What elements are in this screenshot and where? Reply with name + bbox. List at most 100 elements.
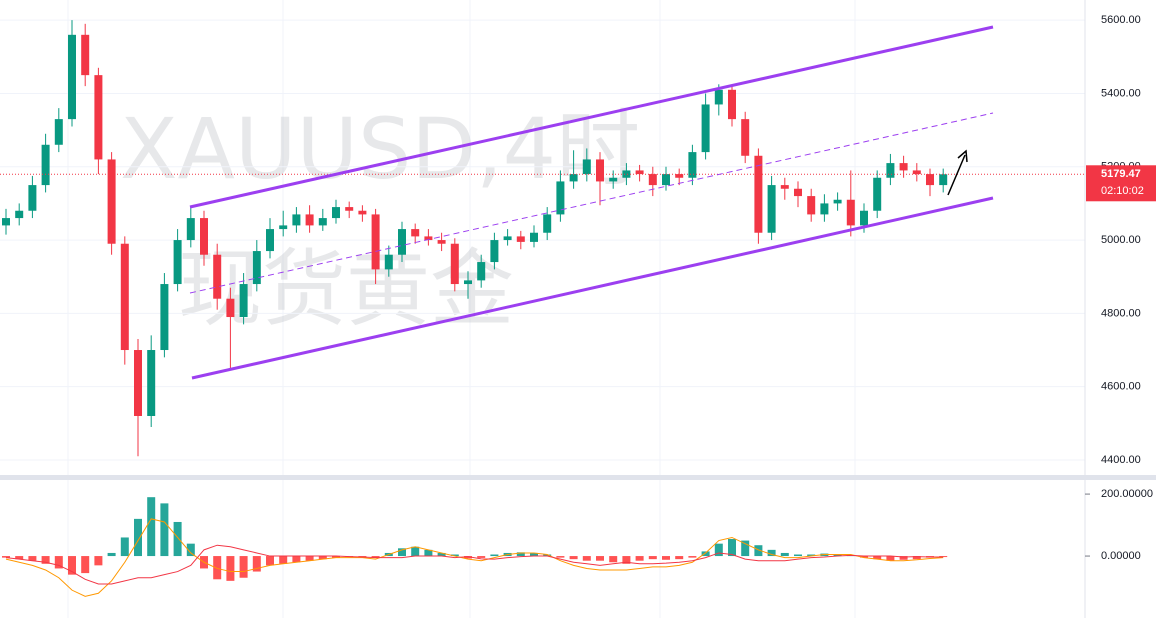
histogram-bar [28, 556, 37, 561]
candle-body [833, 199, 842, 204]
candle-body [926, 174, 934, 186]
macd-pane [2, 493, 1090, 597]
histogram-bar [622, 556, 631, 564]
price-axis [1085, 0, 1156, 618]
candle-body [582, 159, 591, 175]
histogram-bar [134, 518, 142, 557]
histogram-bar [516, 552, 525, 557]
histogram-bar [754, 545, 763, 557]
candle-body [318, 218, 327, 226]
candle-body [754, 155, 763, 233]
histogram-bar [556, 556, 565, 558]
candle-body [173, 240, 182, 285]
histogram-bar [160, 503, 169, 557]
candle-body [490, 240, 499, 263]
histogram-bar [609, 556, 618, 563]
histogram-bar [318, 556, 327, 560]
candle-body [266, 229, 274, 252]
histogram-bar [675, 556, 684, 560]
histogram-bar [68, 556, 76, 575]
candle-body [596, 159, 604, 182]
candle-body [398, 229, 406, 255]
candle-body [635, 170, 644, 175]
histogram-bar [807, 554, 816, 557]
candle-body [794, 188, 802, 197]
candle-body [2, 218, 10, 226]
candle-body [701, 104, 710, 153]
candle-body [543, 214, 552, 233]
histogram-bar [186, 543, 195, 557]
candle-body [41, 144, 50, 186]
candle-body [332, 207, 340, 219]
histogram-bar [582, 556, 591, 561]
histogram-bar [648, 556, 657, 560]
histogram-bar [450, 554, 459, 557]
y-tick-label: 5600.00 [1101, 14, 1141, 26]
histogram-bar [530, 552, 538, 557]
histogram-bar [226, 556, 235, 581]
pane-separator [0, 475, 1156, 480]
y-tick-label: 4600.00 [1101, 381, 1141, 393]
histogram-bar [398, 548, 406, 557]
histogram-bar [332, 556, 340, 558]
histogram-bar [107, 552, 116, 557]
candle-body [688, 152, 697, 178]
candles [0, 20, 1085, 457]
grid [0, 19, 1085, 461]
candle-body [820, 203, 829, 215]
arrow-head [957, 149, 968, 163]
histogram-bar [464, 556, 472, 559]
histogram-bar [714, 543, 723, 557]
watermark: XAUUSD,4时 [120, 100, 640, 198]
histogram-bar [794, 554, 802, 557]
candle-body [15, 210, 24, 219]
candle-body [860, 210, 868, 226]
last-price-box [1086, 165, 1156, 202]
arrow-shaft [947, 154, 966, 196]
candle-body [714, 89, 723, 105]
candle-body [371, 214, 380, 270]
candle-body [846, 199, 855, 226]
histogram-bar [371, 556, 380, 558]
histogram-bar [147, 497, 156, 557]
histogram-bar [239, 556, 248, 578]
candle-body [530, 232, 538, 242]
candle-body [252, 251, 261, 285]
candle-body [912, 170, 921, 175]
candle-body [556, 181, 565, 215]
histogram-bar [899, 556, 908, 560]
candle-body [899, 163, 908, 171]
channel-upper [189, 25, 994, 209]
candle-body [477, 262, 486, 281]
histogram-bar [569, 556, 578, 560]
histogram-bar [860, 556, 868, 558]
macd-line [5, 518, 944, 597]
candle-body [411, 229, 420, 237]
histogram-bar [596, 556, 604, 561]
signal-line [5, 544, 944, 585]
y2-tick-label: 200.00000 [1101, 488, 1153, 500]
histogram-bar [662, 556, 670, 560]
histogram-bar [886, 556, 895, 561]
countdown: 02:10:02 [1101, 185, 1144, 197]
histogram-bar [701, 551, 710, 557]
candle-body [437, 240, 446, 244]
candle-body [662, 174, 670, 186]
candle-body [200, 218, 208, 255]
candle-body [622, 170, 631, 178]
candle-body [464, 280, 472, 285]
candle-body [68, 34, 76, 120]
candle-body [384, 254, 393, 270]
channel-mid [189, 112, 994, 294]
candle-body [54, 119, 63, 145]
candle-body [503, 236, 512, 241]
candle-body [120, 243, 129, 351]
histogram-bar [688, 556, 697, 558]
candle-body [767, 185, 776, 233]
candle-body [569, 174, 578, 182]
candle-body [226, 298, 235, 318]
arrow [947, 149, 968, 196]
axis-labels: 5600.005400.005200.005000.004800.004600.… [1086, 14, 1156, 562]
